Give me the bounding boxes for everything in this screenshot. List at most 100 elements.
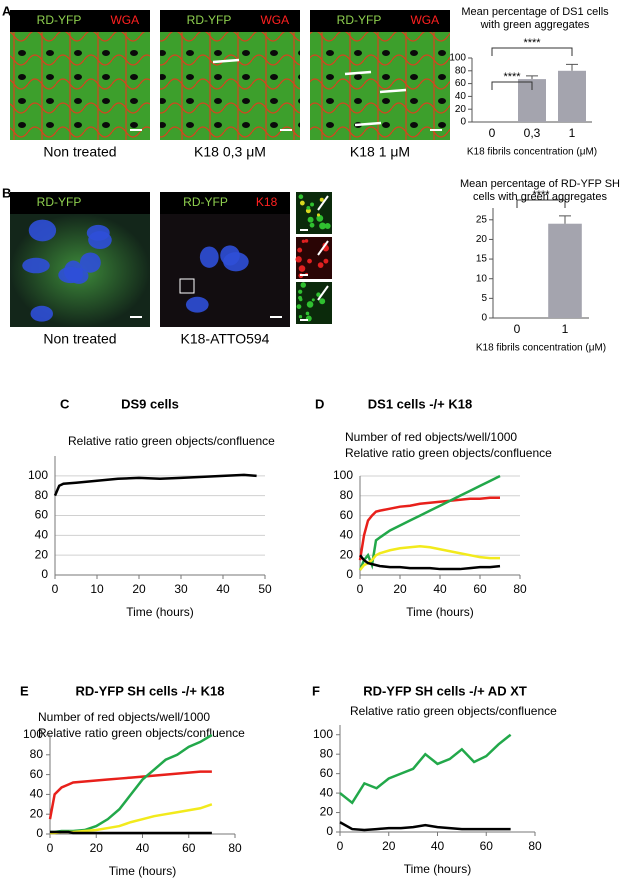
inset-dot <box>310 202 315 207</box>
series-line <box>50 830 212 835</box>
x-tick-label: 60 <box>182 841 196 855</box>
x-tick-label: 50 <box>258 582 272 596</box>
series-line <box>359 554 501 571</box>
y-tick-label: 25 <box>476 214 488 225</box>
x-tick-label: 80 <box>513 582 527 596</box>
arrow <box>354 121 382 127</box>
y-tick-label: 0 <box>346 567 353 581</box>
inset-dot <box>295 256 302 263</box>
nucleus <box>185 296 209 313</box>
caption: Non treated <box>43 331 116 347</box>
inset-dot <box>298 289 303 294</box>
x-tick-label: 20 <box>132 582 146 596</box>
y-tick-label: 15 <box>476 254 488 265</box>
series-line <box>48 770 212 820</box>
chart-note: Relative ratio green objects/confluence <box>68 434 275 448</box>
nucleus <box>58 266 83 284</box>
error-bar <box>559 215 571 224</box>
inset-dot <box>319 222 326 230</box>
x-tick-label: 0,3 <box>524 126 541 140</box>
inset-dot <box>298 265 306 272</box>
x-tick-label: 30 <box>174 582 188 596</box>
chart-title: Mean percentage of DS1 cells with green … <box>461 6 609 31</box>
x-tick-label: 10 <box>90 582 104 596</box>
series-line <box>358 496 500 561</box>
x-tick-label: 40 <box>431 839 445 853</box>
bar <box>548 223 582 318</box>
arrow <box>344 70 372 76</box>
channel-label: WGA <box>260 13 289 27</box>
inset-dot <box>305 311 310 316</box>
micrograph <box>160 32 300 140</box>
x-tick-label: 40 <box>216 582 230 596</box>
series-line <box>339 821 511 832</box>
x-tick-label: 0 <box>514 322 521 336</box>
y-tick-label: 100 <box>28 468 48 482</box>
x-tick-label: 0 <box>337 839 344 853</box>
inset-dot <box>298 315 303 319</box>
channel-label: RD-YFP <box>37 13 82 27</box>
panel-letter: F <box>312 683 320 698</box>
y-tick-label: 0 <box>41 567 48 581</box>
series-line <box>50 803 213 835</box>
x-tick-label: 20 <box>382 839 396 853</box>
significance-label: **** <box>503 71 521 83</box>
y-tick-label: 60 <box>35 508 49 522</box>
nucleus <box>30 305 53 322</box>
error-bar <box>566 63 578 71</box>
x-tick-label: 0 <box>52 582 59 596</box>
nucleus <box>199 246 219 268</box>
nucleus <box>28 219 57 242</box>
y-tick-label: 20 <box>476 234 488 245</box>
channel-label: RD-YFP <box>37 195 82 209</box>
inset-dot <box>301 239 306 244</box>
y-tick-label: 0 <box>36 826 43 840</box>
x-tick-label: 80 <box>228 841 242 855</box>
y-tick-label: 80 <box>35 488 49 502</box>
inset-dot <box>306 205 311 210</box>
channel-header <box>310 10 450 32</box>
arrow <box>317 285 329 301</box>
chart-note: Number of red objects/well/1000 <box>345 430 517 444</box>
channel-header <box>160 192 290 214</box>
inset-dot <box>299 200 305 206</box>
x-axis-label: Time (hours) <box>406 605 474 619</box>
y-tick-label: 80 <box>340 488 354 502</box>
inset-dot <box>299 297 303 302</box>
x-axis-label: K18 fibrils concentration (μM) <box>467 147 597 158</box>
channel-header <box>10 192 150 214</box>
series-line <box>359 545 500 571</box>
inset-dot <box>316 292 321 297</box>
y-tick-label: 0 <box>481 313 487 324</box>
caption: Non treated <box>43 144 116 160</box>
chart-note: Number of red objects/well/1000 <box>38 710 210 724</box>
y-tick-label: 20 <box>30 806 44 820</box>
chart-note: Relative ratio green objects/confluence <box>38 726 245 740</box>
arrow <box>317 195 329 211</box>
panel-letter: C <box>60 396 70 411</box>
y-tick-label: 40 <box>340 528 354 542</box>
caption: K18-ATTO594 <box>181 331 270 347</box>
panel-letter: A <box>2 3 12 18</box>
significance-bracket <box>491 47 573 56</box>
inset-dot <box>307 216 314 223</box>
panel-letter: B <box>2 185 11 200</box>
y-tick-label: 100 <box>333 468 353 482</box>
channel-label: RD-YFP <box>183 195 228 209</box>
x-tick-label: 80 <box>528 839 542 853</box>
y-tick-label: 20 <box>35 547 49 561</box>
nucleus <box>223 252 249 272</box>
significance-bracket <box>516 199 566 208</box>
y-tick-label: 60 <box>320 766 334 780</box>
inset-dot <box>317 262 324 268</box>
x-tick-label: 40 <box>136 841 150 855</box>
roi-box <box>179 278 195 294</box>
inset-dot <box>316 214 324 222</box>
channel-header <box>10 10 150 32</box>
inset-dot <box>319 197 324 202</box>
y-tick-label: 20 <box>320 805 334 819</box>
y-tick-label: 80 <box>320 746 334 760</box>
series-line <box>339 733 512 805</box>
